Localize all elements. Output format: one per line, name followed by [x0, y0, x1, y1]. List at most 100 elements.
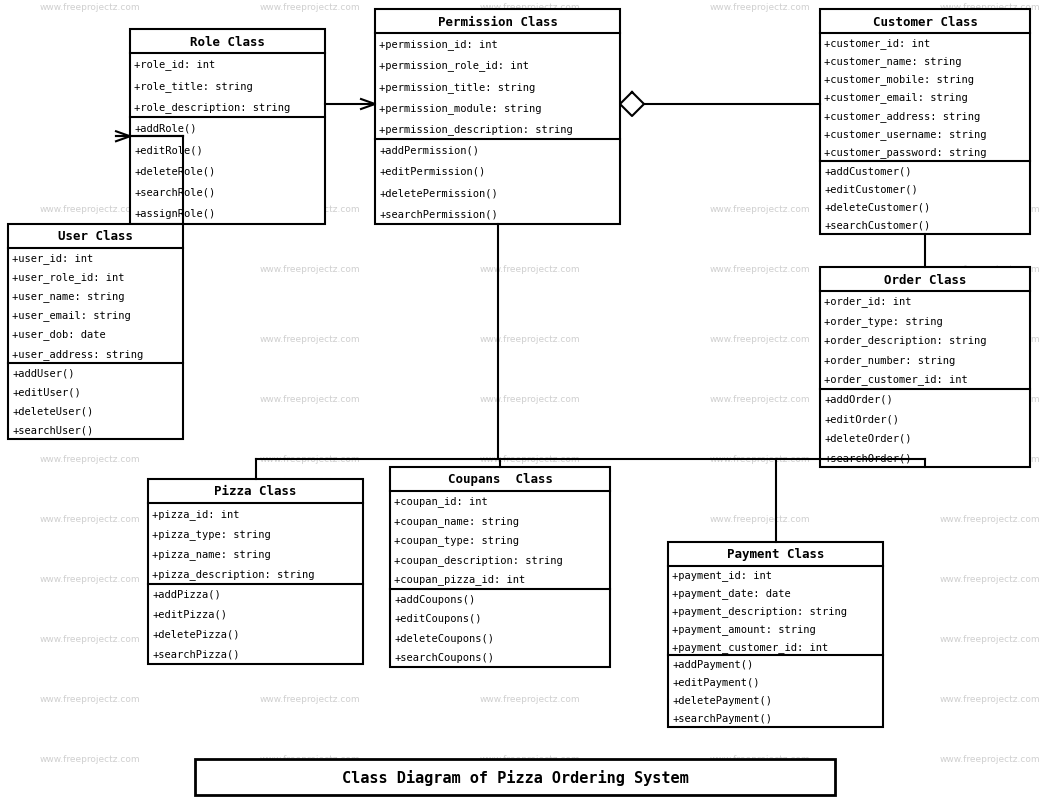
Text: +role_id: int: +role_id: int [134, 59, 215, 70]
Text: www.freeprojectz.com: www.freeprojectz.com [40, 755, 140, 764]
Text: Customer Class: Customer Class [873, 15, 978, 28]
Text: +payment_customer_id: int: +payment_customer_id: int [672, 642, 828, 652]
Text: +deletePizza(): +deletePizza() [152, 629, 239, 639]
Text: +addPizza(): +addPizza() [152, 589, 220, 599]
Text: www.freeprojectz.com: www.freeprojectz.com [260, 695, 360, 703]
Text: +customer_username: string: +customer_username: string [824, 129, 987, 140]
Text: +searchPayment(): +searchPayment() [672, 713, 772, 724]
Text: Class Diagram of Pizza Ordering System: Class Diagram of Pizza Ordering System [341, 769, 688, 785]
Text: +searchCustomer(): +searchCustomer() [824, 221, 930, 230]
Text: +deleteRole(): +deleteRole() [134, 166, 215, 177]
Text: +user_email: string: +user_email: string [12, 310, 131, 321]
Text: www.freeprojectz.com: www.freeprojectz.com [709, 335, 810, 344]
Text: www.freeprojectz.com: www.freeprojectz.com [940, 695, 1040, 703]
Text: www.freeprojectz.com: www.freeprojectz.com [479, 265, 580, 274]
Text: +payment_date: date: +payment_date: date [672, 588, 790, 598]
Text: www.freeprojectz.com: www.freeprojectz.com [479, 455, 580, 464]
Text: +user_address: string: +user_address: string [12, 349, 144, 359]
Text: www.freeprojectz.com: www.freeprojectz.com [479, 755, 580, 764]
Text: Order Class: Order Class [884, 273, 966, 286]
Text: +payment_description: string: +payment_description: string [672, 605, 847, 617]
Text: +deleteCoupons(): +deleteCoupons() [394, 633, 494, 643]
Text: www.freeprojectz.com: www.freeprojectz.com [260, 3, 360, 13]
Bar [130, 30, 326, 225]
Text: +pizza_type: string: +pizza_type: string [152, 528, 270, 539]
Bar [390, 467, 610, 667]
Text: +permission_id: int: +permission_id: int [379, 39, 498, 50]
Text: www.freeprojectz.com: www.freeprojectz.com [709, 755, 810, 764]
Text: www.freeprojectz.com: www.freeprojectz.com [260, 634, 360, 644]
Text: +coupan_type: string: +coupan_type: string [394, 535, 519, 546]
Text: www.freeprojectz.com: www.freeprojectz.com [40, 265, 140, 274]
Text: www.freeprojectz.com: www.freeprojectz.com [940, 455, 1040, 464]
Bar [148, 479, 363, 664]
Text: +coupan_name: string: +coupan_name: string [394, 516, 519, 526]
Text: www.freeprojectz.com: www.freeprojectz.com [260, 575, 360, 584]
Text: +permission_title: string: +permission_title: string [379, 81, 536, 92]
Text: www.freeprojectz.com: www.freeprojectz.com [709, 265, 810, 274]
Bar [8, 225, 183, 439]
Text: +addOrder(): +addOrder() [824, 394, 892, 404]
Text: +searchRole(): +searchRole() [134, 188, 215, 198]
Text: +customer_email: string: +customer_email: string [824, 92, 968, 104]
Text: +addCustomer(): +addCustomer() [824, 166, 911, 176]
Text: +user_id: int: +user_id: int [12, 253, 94, 263]
Text: www.freeprojectz.com: www.freeprojectz.com [40, 695, 140, 703]
Text: +user_role_id: int: +user_role_id: int [12, 272, 125, 283]
Text: +customer_password: string: +customer_password: string [824, 147, 987, 158]
Text: +editCustomer(): +editCustomer() [824, 184, 917, 194]
Text: www.freeprojectz.com: www.freeprojectz.com [260, 395, 360, 404]
Text: +deletePermission(): +deletePermission() [379, 188, 498, 198]
Text: Pizza Class: Pizza Class [214, 485, 296, 498]
Text: +searchPizza(): +searchPizza() [152, 649, 239, 659]
Text: +customer_mobile: string: +customer_mobile: string [824, 74, 974, 85]
Text: +payment_id: int: +payment_id: int [672, 570, 772, 581]
Text: +editPizza(): +editPizza() [152, 609, 227, 619]
Text: www.freeprojectz.com: www.freeprojectz.com [709, 395, 810, 404]
Text: +user_name: string: +user_name: string [12, 291, 125, 302]
Text: +role_description: string: +role_description: string [134, 102, 290, 112]
Text: www.freeprojectz.com: www.freeprojectz.com [40, 3, 140, 13]
Text: +customer_address: string: +customer_address: string [824, 111, 981, 121]
Text: +pizza_description: string: +pizza_description: string [152, 569, 314, 579]
Text: +coupan_id: int: +coupan_id: int [394, 495, 488, 507]
Text: +customer_id: int: +customer_id: int [824, 38, 930, 48]
Text: www.freeprojectz.com: www.freeprojectz.com [40, 515, 140, 524]
Text: www.freeprojectz.com: www.freeprojectz.com [940, 634, 1040, 644]
Bar [196, 759, 835, 795]
Text: www.freeprojectz.com: www.freeprojectz.com [479, 395, 580, 404]
Text: www.freeprojectz.com: www.freeprojectz.com [940, 3, 1040, 13]
Text: +deleteUser(): +deleteUser() [12, 406, 94, 416]
Text: +order_type: string: +order_type: string [824, 316, 942, 326]
Text: www.freeprojectz.com: www.freeprojectz.com [940, 335, 1040, 344]
Text: www.freeprojectz.com: www.freeprojectz.com [479, 3, 580, 13]
Text: www.freeprojectz.com: www.freeprojectz.com [709, 206, 810, 214]
Text: +editOrder(): +editOrder() [824, 414, 899, 424]
Text: +assignRole(): +assignRole() [134, 209, 215, 219]
Text: +order_customer_id: int: +order_customer_id: int [824, 374, 968, 385]
Text: Coupans  Class: Coupans Class [447, 473, 552, 486]
Text: +searchOrder(): +searchOrder() [824, 453, 911, 463]
Text: Role Class: Role Class [190, 35, 265, 48]
Text: www.freeprojectz.com: www.freeprojectz.com [479, 335, 580, 344]
Text: +order_id: int: +order_id: int [824, 296, 911, 307]
Text: www.freeprojectz.com: www.freeprojectz.com [40, 575, 140, 584]
Text: +searchUser(): +searchUser() [12, 425, 94, 435]
Text: +coupan_pizza_id: int: +coupan_pizza_id: int [394, 574, 525, 585]
Text: Payment Class: Payment Class [727, 548, 825, 560]
Text: www.freeprojectz.com: www.freeprojectz.com [709, 3, 810, 13]
Text: www.freeprojectz.com: www.freeprojectz.com [479, 695, 580, 703]
Text: +deleteOrder(): +deleteOrder() [824, 433, 911, 443]
Text: +coupan_description: string: +coupan_description: string [394, 554, 563, 565]
Text: www.freeprojectz.com: www.freeprojectz.com [260, 335, 360, 344]
Text: +customer_name: string: +customer_name: string [824, 56, 962, 67]
Text: +deleteCustomer(): +deleteCustomer() [824, 202, 930, 212]
Text: www.freeprojectz.com: www.freeprojectz.com [709, 695, 810, 703]
Bar [375, 10, 620, 225]
Text: +user_dob: date: +user_dob: date [12, 329, 106, 340]
Text: www.freeprojectz.com: www.freeprojectz.com [40, 634, 140, 644]
Text: +deletePayment(): +deletePayment() [672, 695, 772, 705]
Text: www.freeprojectz.com: www.freeprojectz.com [40, 455, 140, 464]
Text: +editCoupons(): +editCoupons() [394, 613, 482, 623]
Text: www.freeprojectz.com: www.freeprojectz.com [940, 265, 1040, 274]
